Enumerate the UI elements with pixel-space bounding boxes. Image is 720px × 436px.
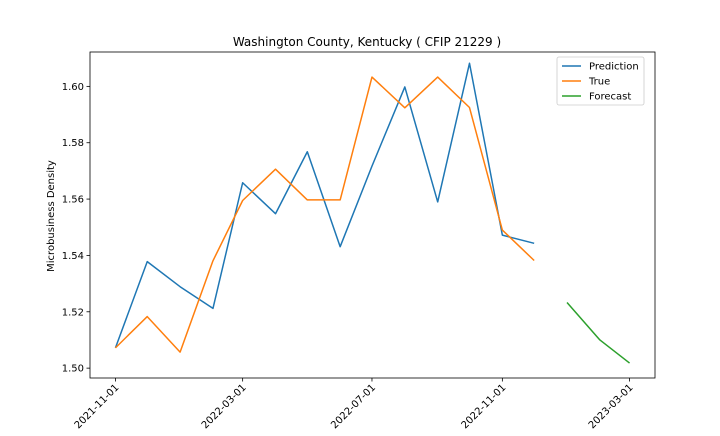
x-tick-label: 2023-03-01 (587, 382, 636, 431)
plot-area (114, 62, 631, 364)
series-line-forecast (566, 301, 631, 364)
y-tick-label: 1.58 (62, 138, 84, 149)
y-axis-label: Microbusiness Density (46, 160, 57, 272)
x-tick-label: 2022-07-01 (329, 382, 378, 431)
legend-label-true: True (588, 77, 610, 88)
y-tick-label: 1.50 (62, 364, 84, 375)
legend-label-forecast: Forecast (589, 92, 631, 103)
y-tick-label: 1.56 (62, 195, 84, 206)
legend: Prediction True Forecast (556, 56, 645, 106)
y-tick-label: 1.54 (62, 251, 84, 262)
chart-title: Washington County, Kentucky ( CFIP 21229… (233, 35, 501, 49)
legend-label-prediction: Prediction (589, 62, 639, 73)
x-tick-label: 2022-03-01 (200, 382, 249, 431)
y-axis: 1.50 1.52 1.54 1.56 1.58 1.60 (62, 82, 90, 375)
x-tick-label: 2022-11-01 (460, 382, 509, 431)
series-line-prediction (114, 62, 535, 349)
plot-frame (89, 51, 656, 379)
x-tick-label: 2021-11-01 (73, 382, 122, 431)
x-axis: 2021-11-01 2022-03-01 2022-07-01 2022-11-01… (73, 378, 636, 431)
legend-box (556, 56, 645, 106)
series-line-true (114, 76, 535, 353)
y-tick-label: 1.52 (62, 307, 84, 318)
y-tick-label: 1.60 (62, 82, 84, 93)
